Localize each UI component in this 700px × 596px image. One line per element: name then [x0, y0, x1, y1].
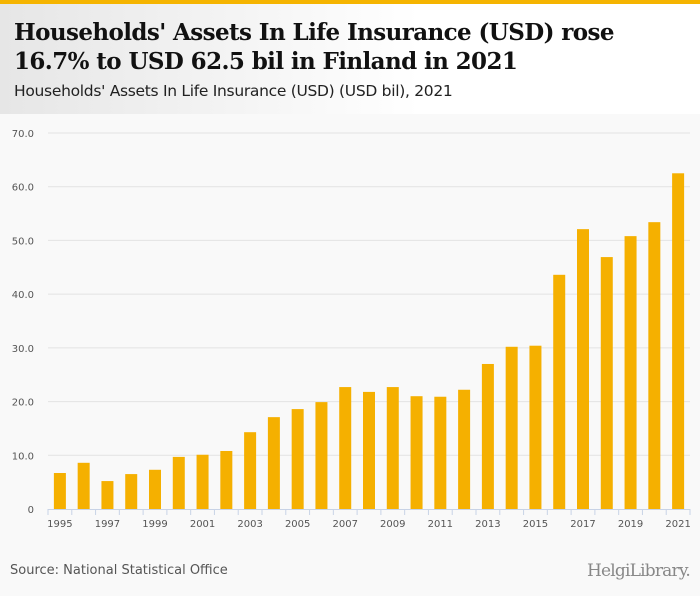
bar-2008	[363, 391, 375, 509]
bar-2021	[672, 173, 685, 509]
helgi-library-logo: HelgiLibrary.	[587, 561, 691, 581]
x-tick-label: 2007	[332, 519, 357, 530]
bar-2013	[481, 363, 494, 509]
source-text: Source: National Statistical Office	[10, 563, 228, 578]
bar-2012	[458, 389, 471, 509]
x-tick-label: 2003	[237, 519, 262, 530]
bar-2007	[339, 387, 352, 509]
bar-1999	[149, 469, 161, 509]
x-tick-label: 2021	[665, 519, 690, 530]
bar-1997	[101, 481, 114, 509]
bar-2003	[244, 432, 257, 509]
x-tick-label: 2015	[523, 519, 548, 530]
y-tick-label: 70.0	[12, 129, 34, 140]
bar-2000	[172, 456, 185, 509]
bar-2019	[624, 236, 637, 509]
accent-bar	[0, 0, 700, 4]
x-tick-label: 2017	[570, 519, 595, 530]
chart-title: Households' Assets In Life Insurance (US…	[14, 19, 615, 75]
y-tick-label: 60.0	[12, 183, 34, 194]
x-tick-label: 2013	[475, 519, 500, 530]
header: Households' Assets In Life Insurance (US…	[0, 4, 700, 114]
bar-1996	[77, 462, 90, 509]
bar-2018	[600, 257, 613, 509]
chart-subtitle: Households' Assets In Life Insurance (US…	[14, 82, 453, 100]
x-tick-label: 1997	[95, 519, 120, 530]
x-tick-label: 2005	[285, 519, 310, 530]
bar-1995	[53, 473, 66, 509]
x-tick-label: 2009	[380, 519, 405, 530]
y-tick-label: 40.0	[12, 290, 34, 301]
bar-2005	[291, 409, 304, 509]
bar-2017	[577, 229, 589, 510]
x-tick-label: 2001	[190, 519, 215, 530]
bar-2014	[505, 346, 518, 509]
y-tick-label: 30.0	[12, 344, 34, 355]
x-tick-label: 1999	[142, 519, 167, 530]
bar-2004	[267, 417, 280, 509]
x-tick-label: 2011	[428, 519, 453, 530]
bar-2015	[529, 345, 542, 509]
x-tick-label: 2019	[618, 519, 643, 530]
bar-chart: 0 10.0 20.0 30.0 40.0 50.0 60.0 70.0 1995 1997 199…	[12, 129, 691, 530]
bar-2006	[315, 402, 328, 509]
bar-1998	[125, 474, 138, 509]
bar-2011	[434, 396, 447, 509]
y-tick-label: 10.0	[12, 451, 34, 462]
bar-2020	[648, 222, 661, 509]
y-tick-label: 0	[28, 505, 34, 516]
y-tick-label: 50.0	[12, 236, 34, 247]
bar-2001	[196, 454, 209, 509]
bar-2009	[386, 387, 399, 509]
y-tick-label: 20.0	[12, 398, 34, 409]
bar-2016	[553, 274, 566, 509]
x-tick-label: 1995	[47, 519, 72, 530]
bar-2010	[410, 396, 423, 509]
bar-2002	[220, 450, 233, 509]
